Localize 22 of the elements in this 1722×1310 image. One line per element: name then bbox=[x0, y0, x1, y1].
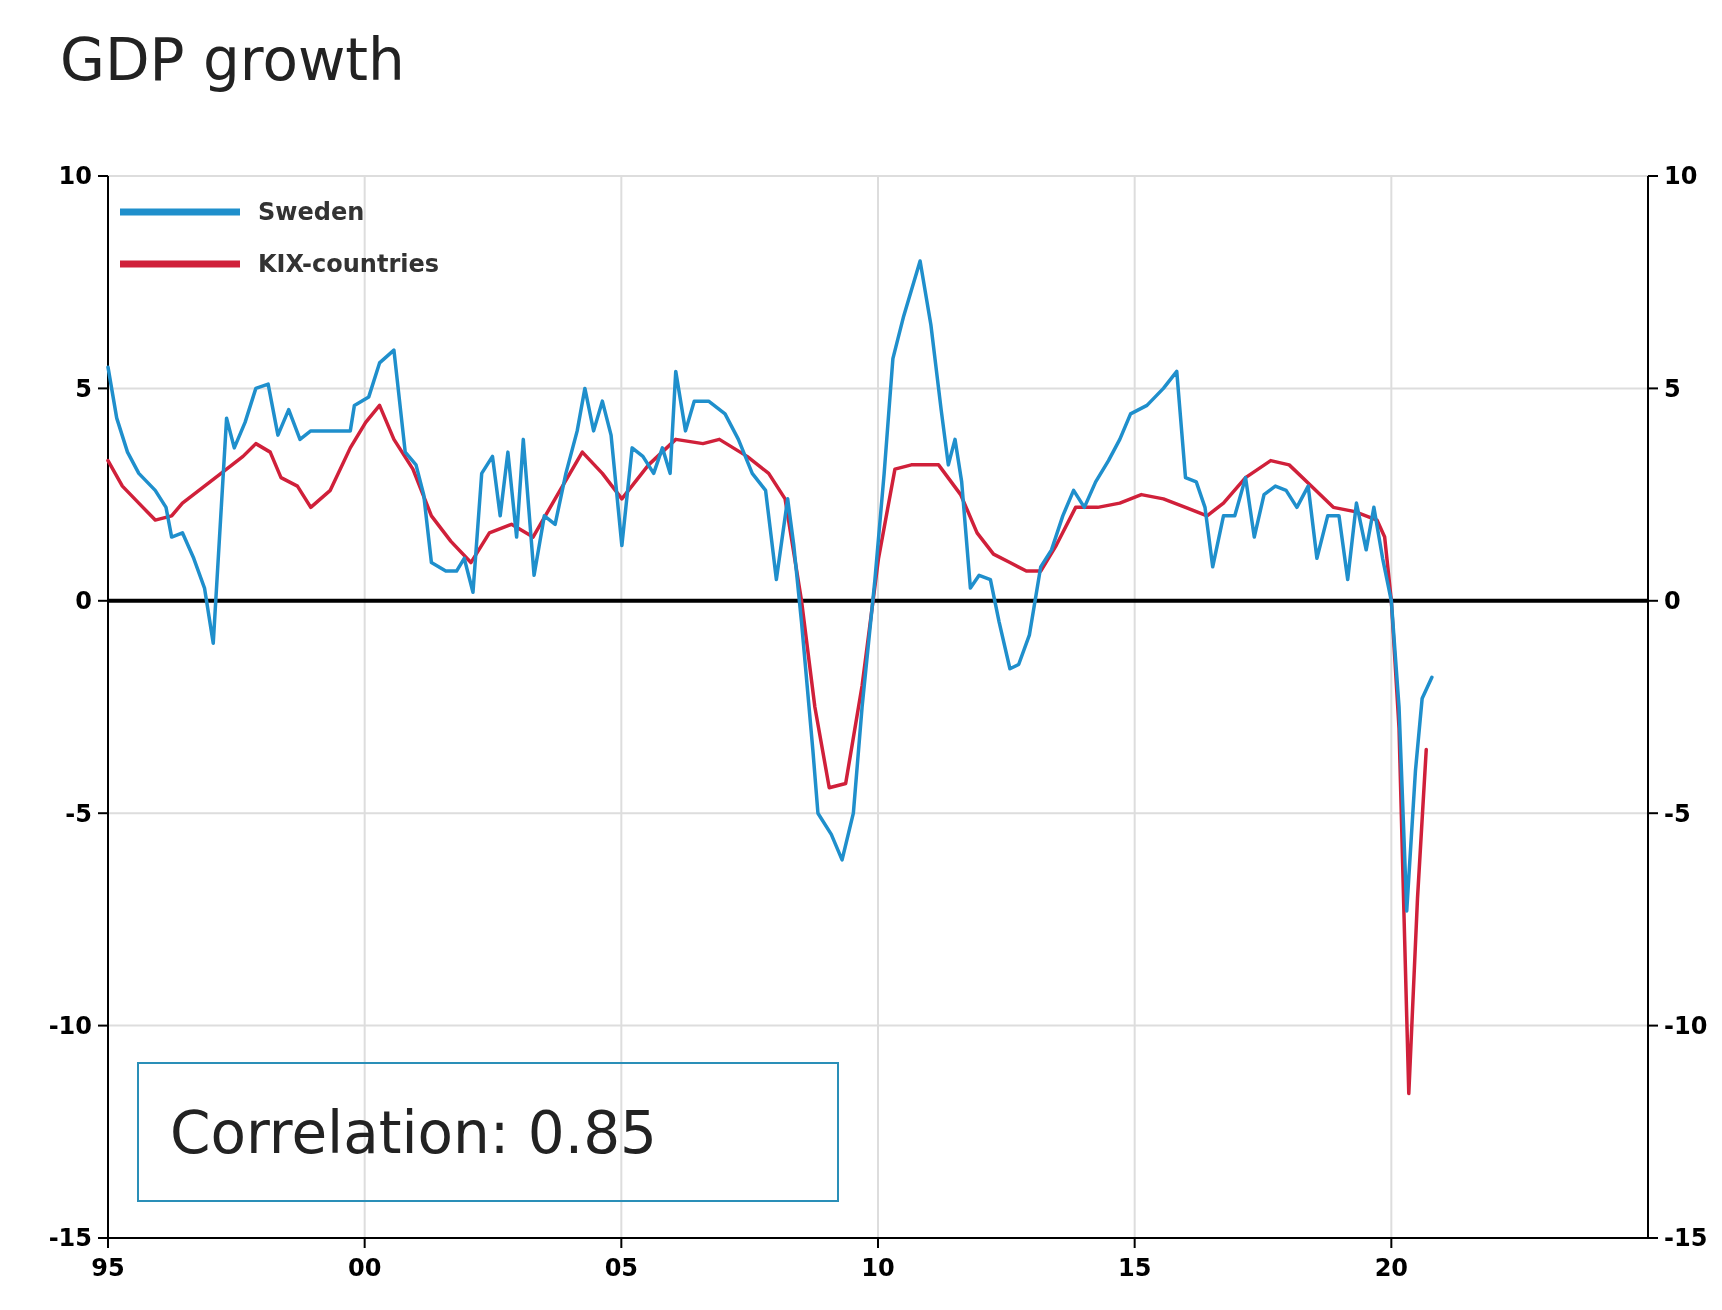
y2-tick-label: 10 bbox=[1664, 162, 1698, 191]
y-tick-label: 0 bbox=[75, 587, 92, 616]
y-tick-label: -5 bbox=[65, 799, 92, 828]
chart-title: GDP growth bbox=[60, 26, 405, 94]
y2-tick-label: 5 bbox=[1664, 374, 1681, 403]
y-tick-label: 10 bbox=[58, 162, 92, 191]
x-tick-label: 95 bbox=[91, 1254, 125, 1282]
legend-label: KIX-countries bbox=[258, 250, 440, 279]
x-tick-label: 10 bbox=[861, 1254, 895, 1282]
x-tick-label: 20 bbox=[1374, 1254, 1409, 1282]
x-tick-label: 00 bbox=[347, 1254, 382, 1282]
annotation: Correlation: 0.85 bbox=[170, 1099, 657, 1168]
x-tick-label: 05 bbox=[604, 1254, 639, 1282]
y2-tick-label: -5 bbox=[1664, 799, 1691, 828]
y2-tick-label: 0 bbox=[1664, 587, 1681, 616]
y2-tick-label: -10 bbox=[1664, 1012, 1708, 1040]
y-tick-label: -15 bbox=[48, 1224, 92, 1253]
legend-label: Sweden bbox=[258, 198, 365, 227]
y-tick-label: -10 bbox=[48, 1012, 92, 1040]
y2-tick-label: -15 bbox=[1664, 1224, 1708, 1253]
x-tick-label: 15 bbox=[1117, 1254, 1152, 1282]
y-tick-label: 5 bbox=[75, 374, 92, 403]
